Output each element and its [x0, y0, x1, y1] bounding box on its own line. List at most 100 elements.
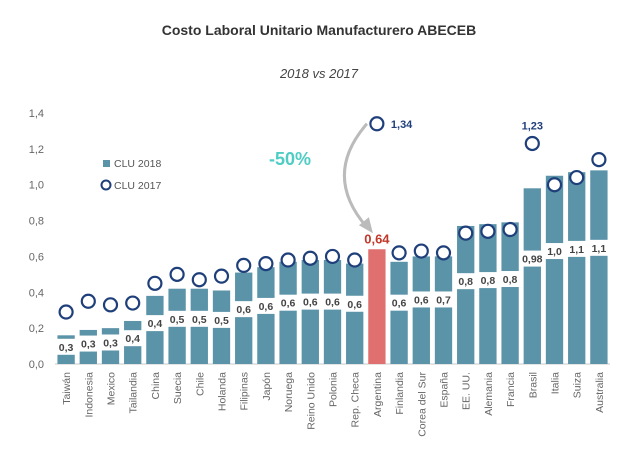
y-tick-label: 0,6 — [29, 251, 44, 263]
x-tick-label: Alemania — [483, 372, 495, 416]
marker-2017-25 — [591, 152, 607, 168]
bar-18 — [434, 256, 453, 364]
marker-2017-22 — [524, 135, 540, 152]
bar-25 — [590, 170, 608, 364]
bar-label-box — [144, 315, 165, 332]
y-tick-label: 0,2 — [29, 323, 44, 335]
marker-2017-15 — [369, 116, 385, 132]
x-tick-label: Argentina — [372, 372, 384, 417]
bar-24 — [568, 172, 586, 364]
bar-20 — [479, 224, 497, 364]
chart-subtitle: 2018 vs 2017 — [279, 66, 359, 81]
bar-label-box — [122, 330, 143, 347]
bar-value-label: 0,5 — [170, 314, 185, 326]
marker-2017-1 — [58, 304, 74, 320]
bar-value-label: 0,3 — [81, 339, 96, 351]
y-tick-label: 0,8 — [29, 216, 44, 228]
y-tick-label: 1,4 — [29, 108, 44, 120]
bar-value-label: 0,3 — [59, 342, 74, 354]
bar-value-label: 0,3 — [103, 337, 118, 349]
bar-12 — [301, 260, 319, 364]
marker-2017-5 — [147, 275, 163, 291]
bar-label-box — [167, 310, 188, 327]
x-tick-label: Noruega — [283, 372, 295, 412]
bar-15 — [368, 249, 386, 364]
bar-label-box — [344, 295, 365, 312]
bar-label-box — [566, 240, 587, 257]
x-tick-label: Suiza — [572, 372, 584, 398]
x-tick-label: Reino Unido — [305, 372, 317, 430]
bar-label-box — [477, 272, 498, 289]
x-tick-label: Australia — [594, 372, 606, 413]
marker-2017-17 — [413, 243, 429, 259]
arrow-head — [358, 217, 373, 234]
bar-22 — [523, 188, 541, 364]
bar-17 — [412, 256, 430, 364]
bar-label-box — [544, 243, 565, 260]
bar-value-label: 0,6 — [392, 298, 407, 310]
bar-value-label: 1,1 — [569, 244, 584, 256]
bar-11 — [279, 261, 297, 364]
x-tick-label: España — [439, 372, 451, 408]
bar-value-label: 0,6 — [281, 298, 296, 310]
annotation-argentina-2017: 1,34 — [391, 119, 413, 131]
bar-value-label: 0,8 — [458, 276, 473, 288]
marker-2017-9 — [236, 257, 252, 273]
bar-label-box — [522, 250, 543, 267]
x-tick-label: Italia — [550, 372, 562, 394]
bar-value-label: 0,4 — [125, 333, 140, 345]
bar-label-box — [189, 310, 210, 327]
marker-2017-16 — [391, 245, 407, 261]
x-tick-label: Francia — [505, 372, 517, 407]
x-tick-label: Taiwán — [61, 372, 73, 405]
bar-9 — [235, 272, 253, 364]
bar-value-label: 0,7 — [436, 294, 451, 306]
bar-value-label: 0,5 — [192, 314, 207, 326]
x-tick-label: Brasil — [527, 372, 539, 398]
bar-label-box — [433, 291, 454, 308]
marker-2017-23 — [546, 177, 563, 193]
bar-label-box — [500, 271, 521, 288]
bar-19 — [457, 225, 475, 364]
bar-label-box — [300, 293, 321, 310]
bar-label-box — [278, 294, 299, 311]
marker-2017-18 — [435, 245, 452, 261]
bar-value-label: 0,6 — [259, 301, 274, 313]
marker-2017-14 — [347, 252, 363, 268]
x-tick-label: Tailandia — [128, 372, 140, 414]
percent-change-annotation: -50% — [269, 149, 311, 169]
x-tick-label: Chile — [194, 372, 206, 396]
bar-value-label: 0,6 — [347, 299, 362, 311]
x-tick-label: Corea del Sur — [416, 372, 428, 437]
bar-value-label: 0,8 — [481, 275, 496, 287]
bar-label-box — [78, 335, 99, 352]
bar-13 — [323, 260, 342, 364]
marker-2017-7 — [191, 272, 207, 288]
x-tick-label: Mexico — [106, 372, 118, 405]
marker-2017-20 — [480, 223, 496, 239]
bar-label-box — [233, 301, 254, 318]
marker-2017-19 — [458, 225, 474, 241]
x-tick-label: Finlandia — [394, 372, 406, 415]
x-tick-label: Indonesia — [83, 372, 95, 418]
marker-2017-11 — [280, 252, 296, 268]
marker-2017-6 — [169, 266, 185, 282]
y-tick-label: 1,2 — [29, 144, 44, 156]
x-tick-label: Japón — [261, 372, 273, 401]
x-tick-label: Suecia — [172, 372, 184, 404]
y-tick-label: 1,0 — [29, 180, 44, 192]
marker-2017-21 — [502, 221, 518, 238]
annotation-brasil-2017: 1,23 — [522, 120, 543, 132]
legend-label-2017: CLU 2017 — [114, 180, 161, 192]
arrow-curve — [342, 122, 369, 229]
x-tick-label: Holanda — [217, 372, 229, 411]
x-tick-label: Filipinas — [239, 372, 251, 411]
bar-14 — [346, 263, 364, 364]
bar-21 — [501, 222, 519, 364]
bar-23 — [545, 175, 564, 364]
bar-label-box — [588, 239, 609, 256]
bar-value-label: 0,6 — [303, 297, 318, 309]
marker-2017-13 — [324, 248, 341, 265]
bar-value-label: 0,98 — [522, 254, 543, 266]
